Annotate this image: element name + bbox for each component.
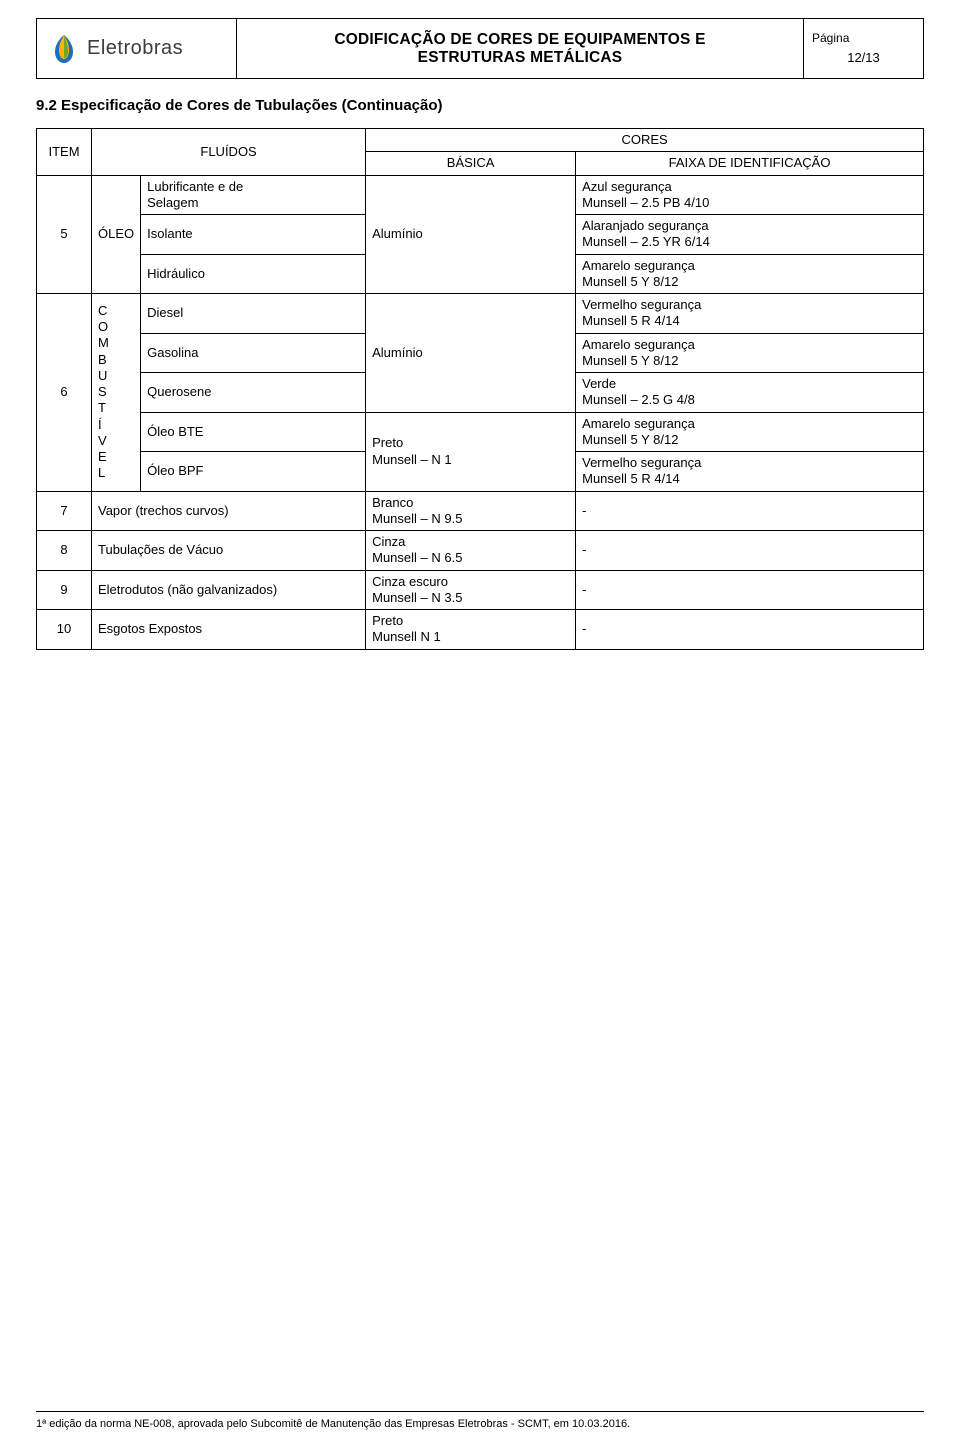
- table-row: 10 Esgotos Expostos Preto Munsell N 1 -: [37, 610, 924, 650]
- fluid-name: Isolante: [141, 215, 366, 255]
- item-num: 7: [37, 491, 92, 531]
- item-num: 6: [37, 294, 92, 492]
- logo-icon: [47, 32, 81, 66]
- basica-cell: Cinza escuro Munsell – N 3.5: [366, 570, 576, 610]
- page: Eletrobras CODIFICAÇÃO DE CORES DE EQUIP…: [0, 0, 960, 1450]
- fluid-name: Lubrificante e de Selagem: [141, 175, 366, 215]
- page-cell: Página 12/13: [804, 19, 924, 79]
- table-row: Óleo BTE Preto Munsell – N 1 Amarelo seg…: [37, 412, 924, 452]
- basica-cell: Cinza Munsell – N 6.5: [366, 531, 576, 571]
- basica-cell: Preto Munsell – N 1: [366, 412, 576, 491]
- faixa-cell: Amarelo segurança Munsell 5 Y 8/12: [576, 412, 924, 452]
- basica-cell: Alumínio: [366, 175, 576, 294]
- fluid-name: Querosene: [141, 373, 366, 413]
- faixa-cell: Azul segurança Munsell – 2.5 PB 4/10: [576, 175, 924, 215]
- title-line-1: CODIFICAÇÃO DE CORES DE EQUIPAMENTOS E: [334, 31, 705, 48]
- faixa-cell: Verde Munsell – 2.5 G 4/8: [576, 373, 924, 413]
- item-num: 10: [37, 610, 92, 650]
- col-basica: BÁSICA: [366, 152, 576, 175]
- logo-text: Eletrobras: [87, 37, 183, 60]
- faixa-cell: -: [576, 531, 924, 571]
- table-row: 8 Tubulações de Vácuo Cinza Munsell – N …: [37, 531, 924, 571]
- doc-title: CODIFICAÇÃO DE CORES DE EQUIPAMENTOS E E…: [237, 19, 804, 79]
- fluid-name: Vapor (trechos curvos): [92, 491, 366, 531]
- section-title: 9.2 Especificação de Cores de Tubulações…: [36, 97, 924, 114]
- logo: Eletrobras: [47, 32, 230, 66]
- fluid-name: Diesel: [141, 294, 366, 334]
- footer: 1ª edição da norma NE-008, aprovada pelo…: [36, 1411, 924, 1430]
- faixa-cell: Vermelho segurança Munsell 5 R 4/14: [576, 452, 924, 492]
- item-num: 9: [37, 570, 92, 610]
- footer-text: 1ª edição da norma NE-008, aprovada pelo…: [36, 1418, 924, 1430]
- fluid-name: Hidráulico: [141, 254, 366, 294]
- table-row: 7 Vapor (trechos curvos) Branco Munsell …: [37, 491, 924, 531]
- col-item: ITEM: [37, 129, 92, 176]
- table-row: 9 Eletrodutos (não galvanizados) Cinza e…: [37, 570, 924, 610]
- col-cores: CORES: [366, 129, 924, 152]
- title-line-2: ESTRUTURAS METÁLICAS: [418, 49, 623, 66]
- fluid-name: Eletrodutos (não galvanizados): [92, 570, 366, 610]
- fluid-group-vertical: C O M B U S T Í V E L: [92, 294, 141, 492]
- spec-table: ITEM FLUÍDOS CORES BÁSICA FAIXA DE IDENT…: [36, 128, 924, 650]
- basica-cell: Branco Munsell – N 9.5: [366, 491, 576, 531]
- faixa-cell: -: [576, 570, 924, 610]
- item-num: 5: [37, 175, 92, 294]
- fluid-name: Tubulações de Vácuo: [92, 531, 366, 571]
- col-faixa: FAIXA DE IDENTIFICAÇÃO: [576, 152, 924, 175]
- faixa-cell: Vermelho segurança Munsell 5 R 4/14: [576, 294, 924, 334]
- table-header-row: ITEM FLUÍDOS CORES: [37, 129, 924, 152]
- fluid-name: Esgotos Expostos: [92, 610, 366, 650]
- page-label: Página: [812, 30, 915, 47]
- table-row: 6 C O M B U S T Í V E L Diesel Alumínio …: [37, 294, 924, 334]
- faixa-cell: Alaranjado segurança Munsell – 2.5 YR 6/…: [576, 215, 924, 255]
- faixa-cell: Amarelo segurança Munsell 5 Y 8/12: [576, 254, 924, 294]
- col-fluidos: FLUÍDOS: [92, 129, 366, 176]
- fluid-group: ÓLEO: [92, 175, 141, 294]
- basica-cell: Preto Munsell N 1: [366, 610, 576, 650]
- fluid-name: Óleo BTE: [141, 412, 366, 452]
- faixa-cell: -: [576, 491, 924, 531]
- page-number: 12/13: [812, 49, 915, 67]
- header-table: Eletrobras CODIFICAÇÃO DE CORES DE EQUIP…: [36, 18, 924, 79]
- logo-cell: Eletrobras: [37, 19, 237, 79]
- fluid-name: Óleo BPF: [141, 452, 366, 492]
- fluid-name: Gasolina: [141, 333, 366, 373]
- item-num: 8: [37, 531, 92, 571]
- table-row: 5 ÓLEO Lubrificante e de Selagem Alumíni…: [37, 175, 924, 215]
- basica-cell: Alumínio: [366, 294, 576, 413]
- faixa-cell: -: [576, 610, 924, 650]
- faixa-cell: Amarelo segurança Munsell 5 Y 8/12: [576, 333, 924, 373]
- footer-rule: [36, 1411, 924, 1412]
